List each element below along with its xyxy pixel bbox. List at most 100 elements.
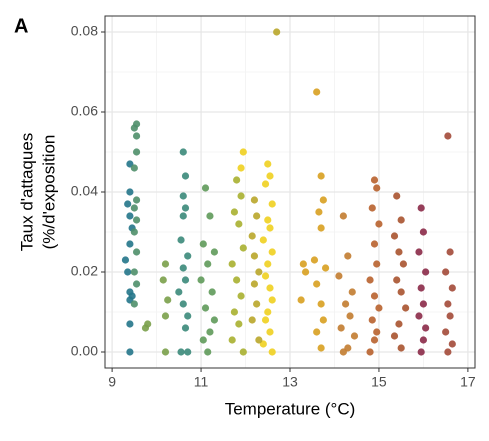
point <box>210 248 218 256</box>
point <box>132 248 141 256</box>
point <box>417 204 425 212</box>
point <box>373 184 381 192</box>
point <box>370 240 379 248</box>
point <box>132 216 141 224</box>
point <box>233 276 241 284</box>
point <box>317 344 325 352</box>
point <box>393 276 401 284</box>
point <box>366 276 374 284</box>
point <box>177 348 185 356</box>
point <box>164 296 172 304</box>
point <box>130 228 138 236</box>
point <box>199 240 207 248</box>
point <box>344 252 352 260</box>
point <box>395 320 403 328</box>
panel-label: A <box>14 15 28 37</box>
point <box>264 160 272 168</box>
point <box>237 192 245 200</box>
point <box>370 292 379 300</box>
point <box>310 256 319 264</box>
point <box>179 192 187 200</box>
point <box>346 312 354 320</box>
point <box>253 212 261 220</box>
point <box>313 88 321 96</box>
point <box>204 348 212 356</box>
point <box>417 284 425 292</box>
point <box>233 176 241 184</box>
point <box>126 188 134 196</box>
point <box>419 228 428 236</box>
point <box>341 300 350 308</box>
point <box>422 268 430 276</box>
point <box>317 172 325 180</box>
point <box>446 248 454 256</box>
point <box>337 324 345 332</box>
point <box>208 288 216 296</box>
point <box>397 288 405 296</box>
point <box>161 260 170 268</box>
point <box>130 300 138 308</box>
point <box>366 348 374 356</box>
point <box>126 240 134 248</box>
point <box>415 312 423 320</box>
point <box>373 328 381 336</box>
point <box>130 164 138 172</box>
point <box>126 320 134 328</box>
point <box>132 132 141 140</box>
point <box>319 196 327 204</box>
point <box>239 348 247 356</box>
point <box>375 220 383 228</box>
point <box>444 300 452 308</box>
point <box>255 336 263 344</box>
point <box>124 200 132 208</box>
point <box>261 180 270 188</box>
point <box>397 344 405 352</box>
point <box>370 336 379 344</box>
point <box>299 260 307 268</box>
point <box>339 212 347 220</box>
point <box>370 176 379 184</box>
point <box>206 328 214 336</box>
y-tick-label: 0.08 <box>71 23 98 39</box>
point <box>199 336 207 344</box>
y-tick-label: 0.04 <box>71 183 98 199</box>
point <box>268 200 276 208</box>
point <box>132 148 141 156</box>
point <box>259 236 267 244</box>
point <box>301 268 310 276</box>
x-tick-label: 9 <box>108 374 116 390</box>
point <box>124 268 132 276</box>
point <box>179 300 187 308</box>
point <box>442 268 450 276</box>
point <box>248 232 256 240</box>
panel-border <box>104 15 476 369</box>
x-tick-label: 13 <box>282 374 298 390</box>
point <box>201 304 210 312</box>
point <box>442 328 450 336</box>
point <box>228 336 236 344</box>
point <box>175 288 183 296</box>
point <box>395 248 403 256</box>
point <box>210 316 218 324</box>
point <box>239 148 247 156</box>
point <box>250 252 259 260</box>
point <box>179 264 187 272</box>
point <box>268 248 276 256</box>
y-axis-title: Taux d'attaques <box>17 133 36 252</box>
point <box>417 348 425 356</box>
y-tick-label: 0.02 <box>71 263 98 279</box>
point <box>321 264 330 272</box>
point <box>444 132 452 140</box>
point <box>132 280 141 288</box>
y-axis-title: (%/d'exposition <box>39 135 58 250</box>
point <box>402 304 410 312</box>
point <box>317 300 325 308</box>
point <box>228 260 236 268</box>
point <box>179 212 187 220</box>
point <box>264 216 272 224</box>
point <box>161 348 170 356</box>
point <box>184 252 192 260</box>
point <box>264 260 272 268</box>
point <box>177 236 185 244</box>
